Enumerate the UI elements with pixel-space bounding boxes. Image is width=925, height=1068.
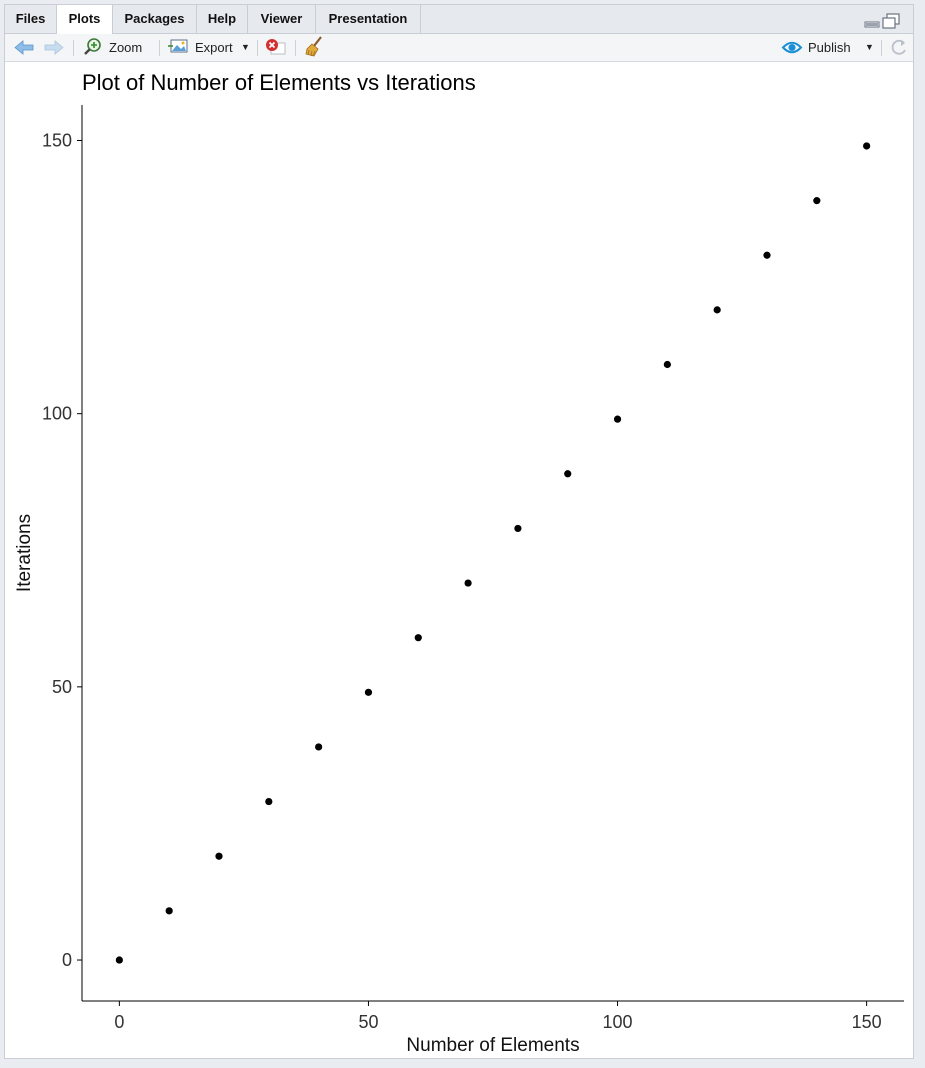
plots-pane: Files Plots Packages Help Viewer Present… (4, 4, 914, 1059)
y-tick-label: 100 (42, 404, 72, 424)
data-point (863, 142, 871, 150)
data-point (713, 306, 721, 314)
publish-icon (781, 41, 803, 54)
tab-bar: Files Plots Packages Help Viewer Present… (5, 5, 913, 34)
data-point (165, 907, 173, 915)
data-point (414, 634, 422, 642)
remove-icon (266, 39, 286, 55)
data-point (115, 956, 123, 964)
chart-title: Plot of Number of Elements vs Iterations (82, 70, 476, 95)
zoom-icon (84, 38, 101, 55)
tab-plots[interactable]: Plots (57, 5, 113, 34)
x-axis-label: Number of Elements (406, 1035, 579, 1056)
data-points (115, 142, 871, 964)
refresh-icon (891, 39, 906, 55)
tab-help[interactable]: Help (197, 5, 248, 33)
forward-button[interactable] (43, 34, 65, 61)
y-axis-ticks: 0 50 100 150 (42, 131, 82, 970)
publish-label: Publish (808, 40, 851, 55)
window-controls (863, 13, 903, 29)
x-axis-ticks: 0 50 100 150 (114, 1001, 882, 1032)
toolbar-separator (159, 40, 160, 56)
data-point (215, 852, 223, 860)
toolbar-separator (295, 40, 296, 56)
export-button[interactable]: Export ▼ (167, 34, 251, 61)
toolbar-separator (73, 40, 74, 56)
zoom-label: Zoom (109, 40, 143, 55)
scatter-chart: Plot of Number of Elements vs Iterations… (14, 70, 904, 1056)
data-point (763, 251, 771, 259)
toolbar-separator (881, 40, 882, 56)
back-button[interactable] (13, 34, 35, 61)
arrow-left-icon (14, 40, 34, 55)
caret-down-icon: ▼ (241, 42, 250, 52)
x-tick-label: 100 (603, 1012, 633, 1032)
y-tick-label: 50 (52, 677, 72, 697)
arrow-right-icon (44, 40, 64, 55)
zoom-button[interactable]: Zoom (83, 34, 149, 61)
plot-area: Plot of Number of Elements vs Iterations… (5, 62, 913, 1058)
x-tick-label: 150 (852, 1012, 882, 1032)
y-axis-label: Iterations (14, 514, 35, 592)
data-point (315, 743, 323, 751)
minimize-icon[interactable] (864, 21, 880, 28)
data-point (265, 797, 273, 806)
data-point (364, 688, 373, 696)
data-point (813, 197, 821, 205)
data-point (613, 415, 622, 423)
data-point (514, 524, 522, 533)
publish-button[interactable]: Publish ▼ (781, 34, 875, 61)
y-tick-label: 0 (62, 950, 72, 970)
remove-plot-button[interactable] (263, 34, 287, 61)
refresh-button[interactable] (888, 34, 910, 61)
tab-files[interactable]: Files (5, 5, 57, 33)
tab-presentation[interactable]: Presentation (316, 5, 421, 33)
tab-viewer[interactable]: Viewer (248, 5, 316, 33)
export-image-icon (168, 39, 188, 53)
broom-icon (305, 36, 322, 57)
plot-toolbar: Zoom Export ▼ (5, 34, 913, 62)
x-tick-label: 0 (114, 1012, 124, 1032)
data-point (663, 360, 671, 369)
data-point (564, 470, 572, 478)
x-tick-label: 50 (358, 1012, 378, 1032)
caret-down-icon: ▼ (865, 42, 874, 52)
clear-all-button[interactable] (303, 34, 327, 61)
data-point (464, 579, 472, 587)
tab-packages[interactable]: Packages (113, 5, 197, 33)
export-label: Export (195, 40, 233, 55)
toolbar-separator (257, 40, 258, 56)
y-tick-label: 150 (42, 131, 72, 151)
maximize-icon[interactable] (882, 13, 900, 29)
